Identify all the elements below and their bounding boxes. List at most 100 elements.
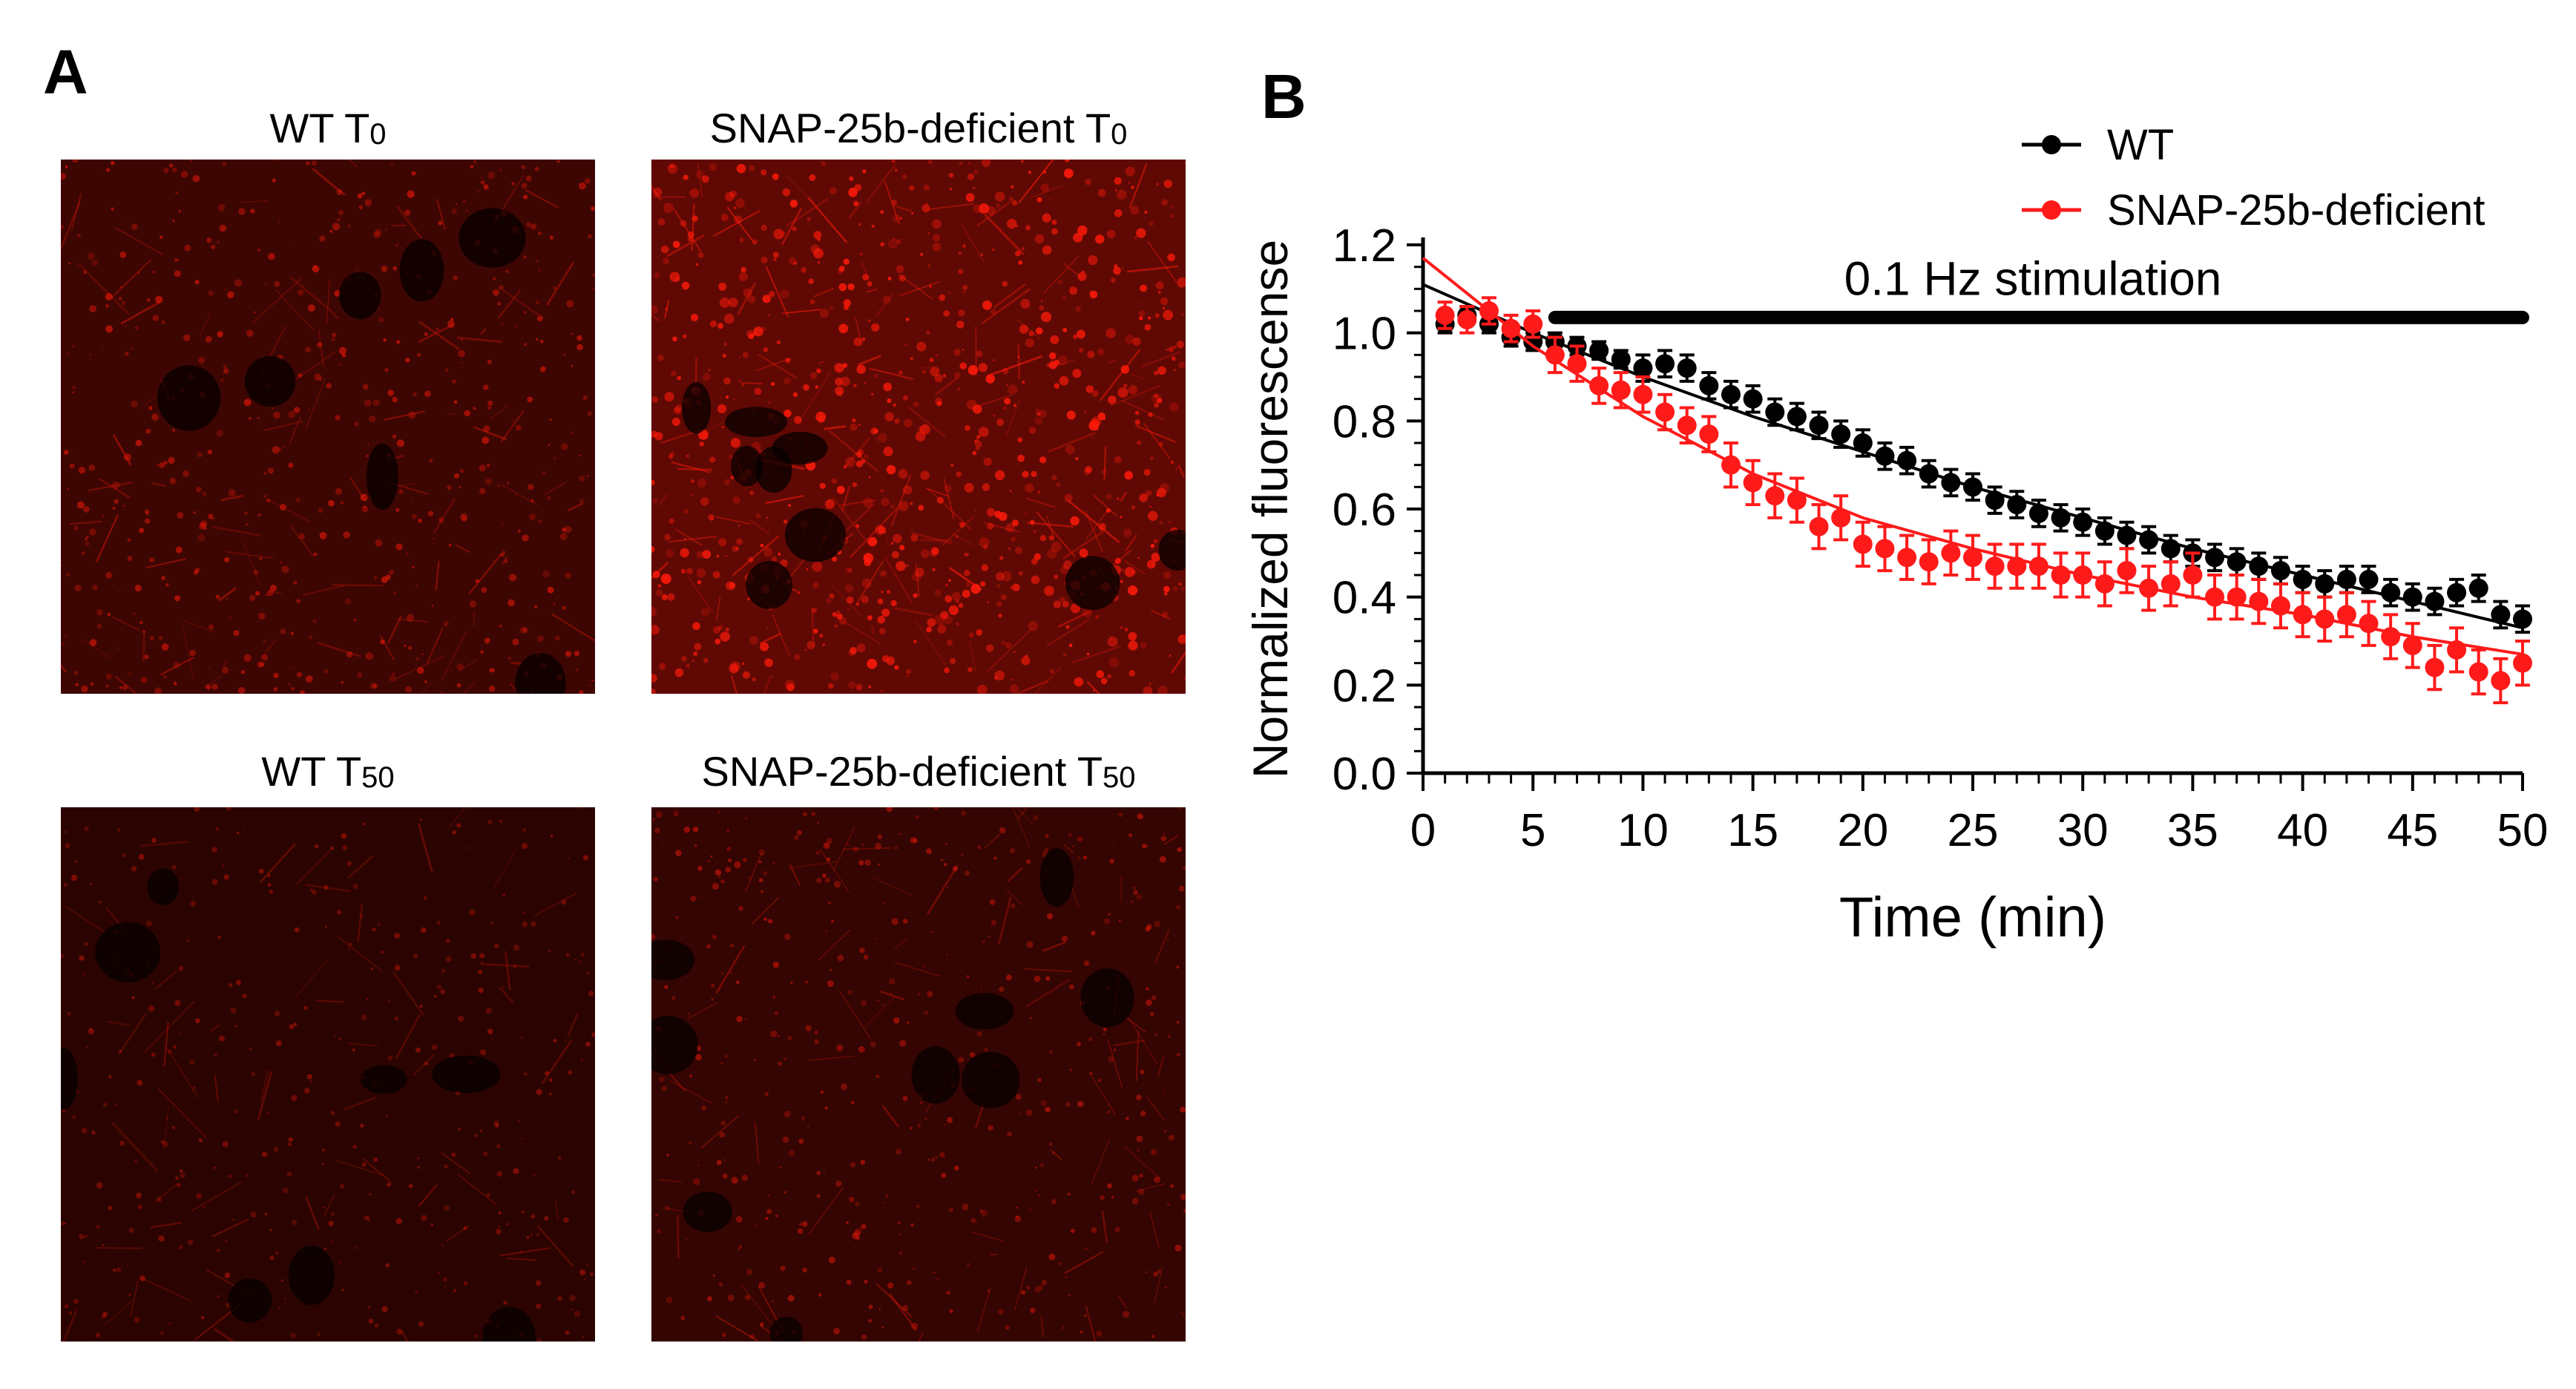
- neurite-fiber: [715, 516, 751, 525]
- neurite-fiber: [981, 288, 1031, 325]
- synaptic-punctum: [861, 1224, 867, 1229]
- synaptic-punctum: [962, 1204, 969, 1211]
- synaptic-punctum: [1034, 1166, 1037, 1169]
- synaptic-punctum: [1082, 607, 1093, 618]
- synaptic-punctum: [1126, 1117, 1129, 1120]
- synaptic-punctum: [726, 395, 729, 399]
- synaptic-punctum: [772, 861, 775, 865]
- data-point: [2336, 605, 2356, 625]
- neurite-fiber: [673, 208, 702, 252]
- synaptic-punctum: [723, 342, 727, 346]
- synaptic-punctum: [717, 404, 727, 413]
- neurite-fiber: [811, 607, 815, 648]
- synaptic-punctum: [119, 686, 122, 689]
- synaptic-punctum: [190, 900, 196, 907]
- neurite-fiber: [910, 531, 953, 545]
- synaptic-punctum: [1083, 410, 1088, 414]
- synaptic-punctum: [1171, 356, 1176, 361]
- synaptic-punctum: [250, 208, 255, 214]
- synaptic-punctum: [853, 1230, 861, 1238]
- synaptic-punctum: [505, 1223, 509, 1226]
- synaptic-punctum: [1139, 316, 1143, 321]
- synaptic-punctum: [829, 593, 835, 599]
- image-title-text: SNAP-25b-deficient T: [701, 748, 1103, 795]
- synaptic-punctum: [903, 919, 908, 924]
- synaptic-punctum: [809, 299, 815, 305]
- synaptic-punctum: [1015, 224, 1018, 227]
- synaptic-punctum: [1079, 548, 1088, 557]
- synaptic-punctum: [496, 485, 500, 487]
- synaptic-punctum: [876, 999, 879, 1002]
- neurite-fiber: [525, 188, 559, 208]
- synaptic-punctum: [700, 497, 709, 506]
- synaptic-punctum: [871, 224, 875, 228]
- synaptic-punctum: [1150, 543, 1155, 548]
- synaptic-punctum: [536, 315, 543, 322]
- synaptic-punctum: [734, 861, 741, 869]
- neurite-fiber: [1026, 522, 1074, 528]
- synaptic-punctum: [999, 986, 1005, 992]
- synaptic-punctum: [893, 533, 902, 543]
- synaptic-punctum: [1101, 469, 1107, 474]
- synaptic-punctum: [574, 1310, 580, 1317]
- neurite-fiber: [418, 321, 461, 351]
- synaptic-punctum: [217, 331, 223, 338]
- synaptic-punctum: [1017, 437, 1023, 443]
- neurite-fiber: [875, 437, 878, 441]
- data-point: [1721, 455, 1741, 475]
- data-point: [1853, 534, 1873, 554]
- synaptic-punctum: [953, 348, 961, 356]
- neurite-fiber: [347, 855, 374, 879]
- data-point: [1611, 380, 1631, 400]
- synaptic-punctum: [853, 1247, 855, 1249]
- neurite-fiber: [1134, 1183, 1166, 1192]
- synaptic-punctum: [987, 522, 994, 530]
- synaptic-punctum: [920, 1101, 923, 1104]
- synaptic-punctum: [586, 971, 589, 974]
- synaptic-punctum: [1131, 569, 1137, 575]
- synaptic-punctum: [941, 1172, 947, 1178]
- synaptic-punctum: [748, 556, 754, 562]
- synaptic-punctum: [1012, 583, 1020, 591]
- synaptic-punctum: [861, 1334, 867, 1340]
- synaptic-punctum: [257, 249, 260, 252]
- synaptic-punctum: [522, 912, 525, 914]
- synaptic-punctum: [122, 217, 125, 219]
- synaptic-punctum: [348, 942, 352, 946]
- synaptic-punctum: [953, 866, 958, 872]
- neurite-fiber: [490, 404, 509, 419]
- synaptic-punctum: [111, 207, 114, 211]
- synaptic-punctum: [657, 218, 666, 226]
- synaptic-punctum: [215, 827, 220, 831]
- synaptic-punctum: [1093, 689, 1095, 692]
- synaptic-punctum: [717, 875, 721, 879]
- synaptic-punctum: [407, 190, 415, 198]
- synaptic-punctum: [1016, 1206, 1018, 1209]
- synaptic-punctum: [1139, 1173, 1143, 1178]
- synaptic-punctum: [764, 658, 773, 667]
- synaptic-punctum: [856, 643, 866, 653]
- data-point: [1633, 358, 1653, 378]
- synaptic-punctum: [131, 866, 137, 872]
- panel-a-letter: A: [43, 37, 88, 107]
- neurite-fiber: [700, 1114, 740, 1149]
- synaptic-punctum: [441, 692, 443, 694]
- neurite-fiber: [95, 1247, 143, 1250]
- synaptic-punctum: [105, 304, 109, 308]
- neurite-fiber: [111, 259, 152, 298]
- synaptic-punctum: [766, 516, 769, 519]
- cell-body-shadow: [769, 1316, 803, 1342]
- synaptic-punctum: [1176, 1020, 1180, 1024]
- synaptic-punctum: [313, 552, 318, 556]
- synaptic-punctum: [571, 1190, 575, 1194]
- synaptic-punctum: [943, 310, 950, 317]
- neurite-fiber: [657, 493, 668, 506]
- neurite-fiber: [786, 198, 829, 227]
- synaptic-punctum: [266, 589, 274, 597]
- synaptic-punctum: [499, 820, 502, 824]
- synaptic-punctum: [881, 498, 890, 507]
- synaptic-punctum: [881, 654, 890, 663]
- synaptic-punctum: [456, 663, 464, 671]
- synaptic-punctum: [792, 226, 797, 232]
- synaptic-punctum: [336, 189, 343, 195]
